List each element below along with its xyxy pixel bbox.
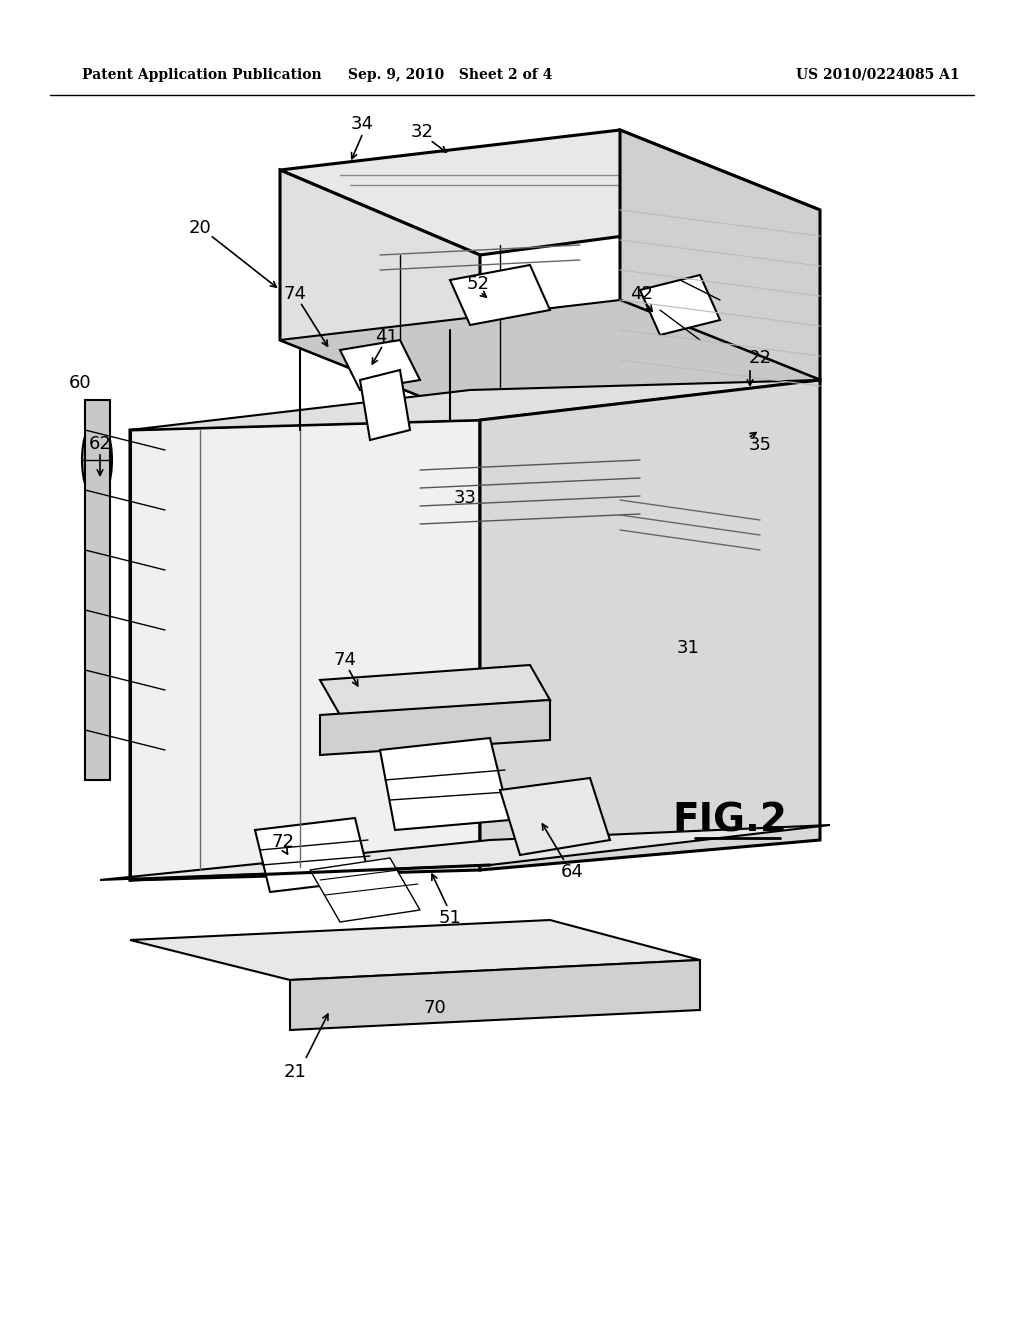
- Ellipse shape: [82, 420, 112, 500]
- Polygon shape: [280, 300, 820, 420]
- Polygon shape: [620, 129, 820, 380]
- Text: 74: 74: [284, 285, 306, 304]
- Text: 33: 33: [454, 488, 476, 507]
- Text: 42: 42: [631, 285, 653, 304]
- Text: 72: 72: [271, 833, 295, 851]
- Text: 22: 22: [749, 348, 771, 367]
- Polygon shape: [319, 700, 550, 755]
- Polygon shape: [310, 858, 420, 921]
- Polygon shape: [85, 400, 110, 780]
- Polygon shape: [360, 370, 410, 440]
- Text: 62: 62: [88, 436, 112, 453]
- Polygon shape: [130, 920, 700, 979]
- Text: 74: 74: [334, 651, 356, 669]
- Text: 35: 35: [749, 436, 771, 454]
- Text: 52: 52: [467, 275, 489, 293]
- Polygon shape: [100, 825, 830, 880]
- Text: 34: 34: [350, 115, 374, 133]
- Text: Sep. 9, 2010   Sheet 2 of 4: Sep. 9, 2010 Sheet 2 of 4: [348, 69, 552, 82]
- Text: 20: 20: [188, 219, 211, 238]
- Polygon shape: [480, 380, 820, 870]
- Text: FIG.2: FIG.2: [673, 801, 787, 840]
- Text: 41: 41: [376, 327, 398, 346]
- Polygon shape: [340, 341, 420, 389]
- Polygon shape: [255, 818, 370, 892]
- Polygon shape: [380, 738, 510, 830]
- Text: 21: 21: [284, 1063, 306, 1081]
- Polygon shape: [290, 960, 700, 1030]
- Text: Patent Application Publication: Patent Application Publication: [82, 69, 322, 82]
- Text: US 2010/0224085 A1: US 2010/0224085 A1: [797, 69, 961, 82]
- Polygon shape: [319, 665, 550, 715]
- Text: 64: 64: [560, 863, 584, 880]
- Polygon shape: [130, 380, 820, 430]
- Polygon shape: [280, 170, 480, 420]
- Polygon shape: [450, 265, 550, 325]
- Text: 51: 51: [438, 909, 462, 927]
- Polygon shape: [640, 275, 720, 335]
- Polygon shape: [130, 420, 480, 880]
- Text: 70: 70: [424, 999, 446, 1016]
- Polygon shape: [500, 777, 610, 855]
- Text: 32: 32: [411, 123, 433, 141]
- Polygon shape: [280, 129, 820, 255]
- Text: 60: 60: [69, 374, 91, 392]
- Text: 31: 31: [677, 639, 699, 657]
